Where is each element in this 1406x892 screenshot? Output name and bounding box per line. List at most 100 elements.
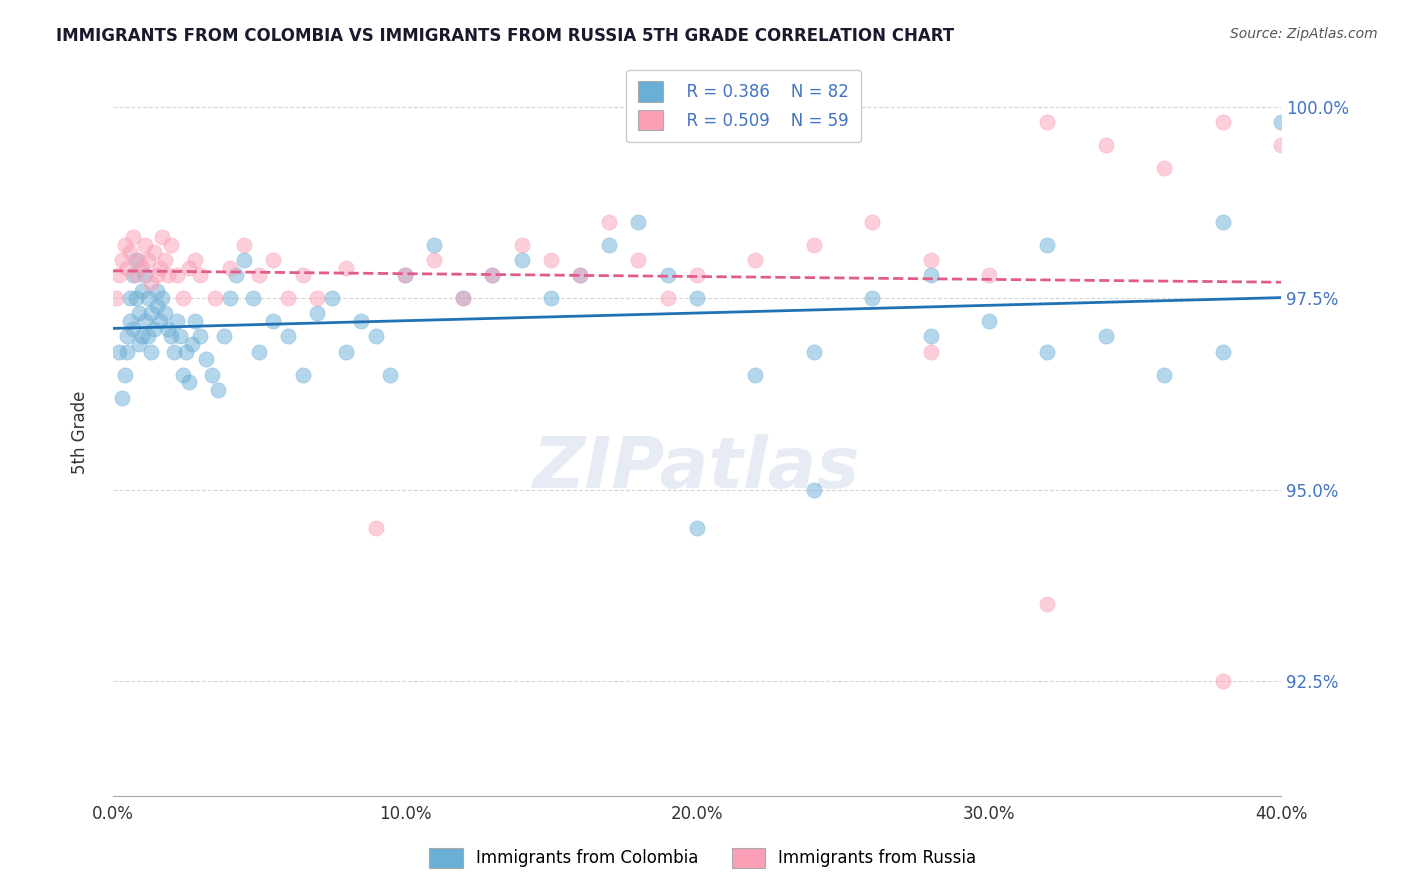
Point <box>110 391 132 405</box>
Point <box>686 291 709 305</box>
Point <box>1270 115 1292 129</box>
Point <box>183 252 205 267</box>
Point <box>145 268 167 283</box>
Point <box>122 268 145 283</box>
Point <box>114 368 136 382</box>
Point <box>160 237 183 252</box>
Point <box>744 252 766 267</box>
Point <box>145 299 167 313</box>
Point <box>163 344 186 359</box>
Point <box>207 383 229 397</box>
Point <box>122 230 145 244</box>
Point <box>657 291 679 305</box>
Point <box>139 306 162 320</box>
Point <box>152 291 174 305</box>
Point <box>1094 329 1116 343</box>
Legend: Immigrants from Colombia, Immigrants from Russia: Immigrants from Colombia, Immigrants fro… <box>423 841 983 875</box>
Point <box>166 314 188 328</box>
Point <box>114 237 136 252</box>
Point <box>120 245 142 260</box>
Point <box>307 306 329 320</box>
Point <box>262 252 284 267</box>
Text: Source: ZipAtlas.com: Source: ZipAtlas.com <box>1230 27 1378 41</box>
Point <box>148 260 170 275</box>
Point <box>139 276 162 290</box>
Point <box>204 291 226 305</box>
Point <box>291 368 314 382</box>
Point <box>136 252 159 267</box>
Point <box>627 252 650 267</box>
Point <box>569 268 592 283</box>
Point <box>510 237 533 252</box>
Point <box>860 291 883 305</box>
Point <box>134 314 156 328</box>
Point <box>180 337 202 351</box>
Point <box>104 291 127 305</box>
Point <box>364 521 387 535</box>
Point <box>598 214 620 228</box>
Point <box>169 329 191 343</box>
Point <box>394 268 416 283</box>
Point <box>233 237 256 252</box>
Point <box>155 306 177 320</box>
Point <box>212 329 235 343</box>
Point <box>174 344 197 359</box>
Point <box>131 284 153 298</box>
Point <box>131 260 153 275</box>
Point <box>1212 673 1234 688</box>
Point <box>920 329 942 343</box>
Point <box>136 329 159 343</box>
Point <box>686 521 709 535</box>
Point <box>122 322 145 336</box>
Point <box>1270 138 1292 153</box>
Point <box>1036 237 1059 252</box>
Point <box>148 314 170 328</box>
Point <box>1153 368 1175 382</box>
Point <box>190 268 212 283</box>
Point <box>218 260 240 275</box>
Point <box>920 252 942 267</box>
Point <box>657 268 679 283</box>
Point <box>540 291 562 305</box>
Point <box>201 368 224 382</box>
Point <box>128 252 150 267</box>
Point <box>1094 138 1116 153</box>
Point <box>481 268 503 283</box>
Point <box>139 344 162 359</box>
Point <box>128 306 150 320</box>
Point <box>247 344 270 359</box>
Y-axis label: 5th Grade: 5th Grade <box>72 391 89 474</box>
Point <box>394 268 416 283</box>
Point <box>157 322 180 336</box>
Point <box>125 291 148 305</box>
Point <box>247 268 270 283</box>
Legend:   R = 0.386    N = 82,   R = 0.509    N = 59: R = 0.386 N = 82, R = 0.509 N = 59 <box>626 70 860 142</box>
Point <box>107 268 129 283</box>
Point <box>423 237 446 252</box>
Point <box>1153 161 1175 175</box>
Point <box>117 329 139 343</box>
Point <box>364 329 387 343</box>
Point <box>134 237 156 252</box>
Point <box>134 268 156 283</box>
Point <box>160 329 183 343</box>
Point <box>540 252 562 267</box>
Point <box>423 252 446 267</box>
Point <box>183 314 205 328</box>
Point <box>120 314 142 328</box>
Point <box>860 214 883 228</box>
Point <box>172 368 194 382</box>
Point <box>136 291 159 305</box>
Point <box>291 268 314 283</box>
Point <box>350 314 373 328</box>
Point <box>453 291 475 305</box>
Point <box>172 291 194 305</box>
Point <box>166 268 188 283</box>
Point <box>1212 344 1234 359</box>
Point <box>195 352 218 367</box>
Point <box>233 252 256 267</box>
Point <box>125 268 148 283</box>
Point <box>242 291 264 305</box>
Point <box>335 344 357 359</box>
Point <box>155 252 177 267</box>
